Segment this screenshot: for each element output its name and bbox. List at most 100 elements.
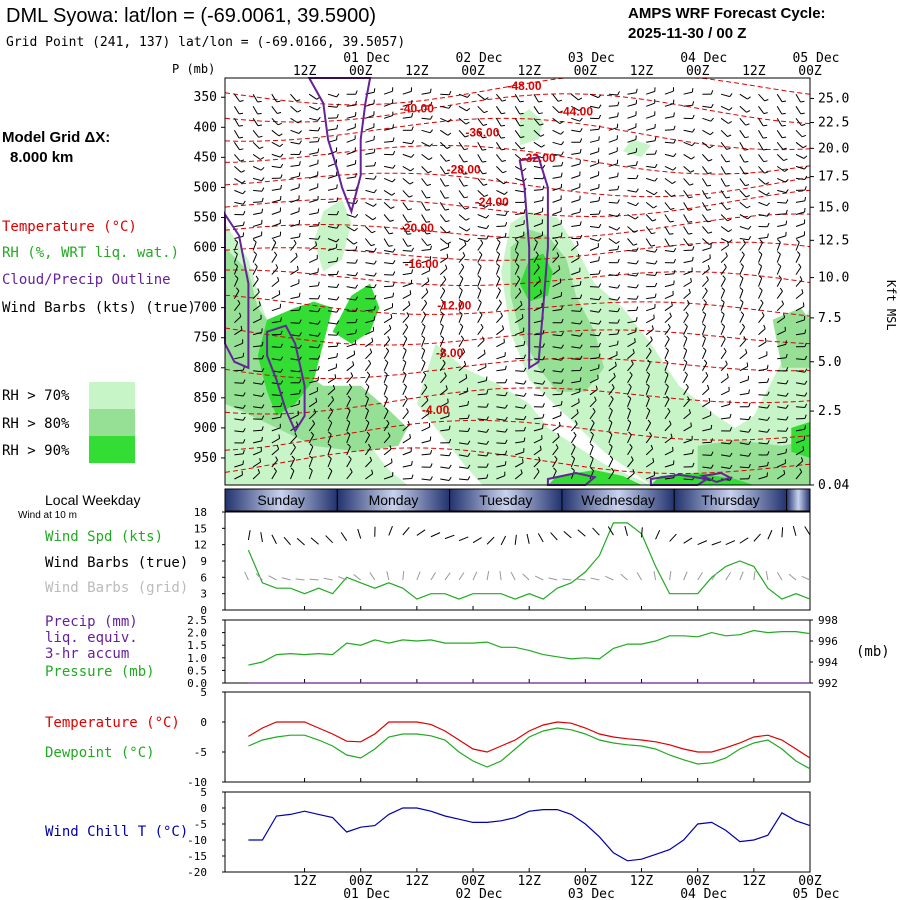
- wind-barb: [664, 165, 677, 171]
- wind-barb: [458, 117, 470, 125]
- wind-barb-staff: [589, 273, 600, 276]
- wind-barb-staff: [758, 130, 764, 139]
- wind-barb-flag: [277, 276, 280, 282]
- wind-barb-flag: [654, 248, 658, 253]
- wind-barb-staff: [496, 355, 506, 360]
- wind-barb-staff: [383, 102, 393, 107]
- wind-barb: [402, 335, 408, 347]
- wind-barb-staff: [533, 254, 539, 263]
- wind-barb: [758, 93, 769, 102]
- wind-barb: [608, 455, 614, 468]
- wind-barb: [252, 129, 263, 138]
- wind-barb-staff: [627, 434, 632, 444]
- wind-barb-staff: [571, 284, 581, 288]
- wind-barb-grid: [458, 572, 465, 581]
- wind-barb: [327, 238, 340, 243]
- wind-barb-flag: [317, 221, 320, 226]
- wind-barb-staff: [589, 322, 599, 325]
- wind-barb-flag: [234, 239, 239, 243]
- wind-barb: [608, 443, 613, 456]
- wind-barb: [608, 340, 619, 348]
- wind-barb-staff: [402, 103, 412, 107]
- wind-barb-flag: [608, 419, 613, 423]
- wind-barb: [458, 105, 471, 112]
- wind-barb-staff: [683, 202, 689, 211]
- wind-barb-flag: [703, 359, 708, 364]
- wind-barb: [627, 295, 639, 300]
- day-label: Tuesday: [479, 492, 532, 508]
- wind-barb: [440, 451, 452, 457]
- wind-barb-staff: [608, 150, 618, 155]
- wind-barb-flag: [368, 359, 372, 364]
- wind-barb: [702, 451, 714, 456]
- wind-barb: [365, 326, 375, 336]
- wind-barb-staff: [701, 338, 706, 347]
- wind-barb-staff: [589, 310, 599, 313]
- wind-barb: [253, 368, 265, 373]
- wind-barb-flag: [708, 159, 713, 162]
- wind-barb: [458, 190, 469, 199]
- wind-barb: [720, 105, 733, 111]
- wind-barb-flag: [482, 123, 488, 126]
- wind-barb-flag: [444, 197, 449, 199]
- wind-barb-staff: [458, 117, 467, 125]
- wind-barb: [421, 299, 428, 311]
- wind-barb-staff: [290, 129, 300, 134]
- height-tick-label: 25.0: [818, 91, 849, 106]
- wind-barb-flag: [385, 407, 389, 412]
- wind-barb: [702, 117, 714, 122]
- wind-barb-staff: [795, 234, 805, 239]
- wind-barb: [645, 407, 651, 420]
- isotherm-label: -40.00: [400, 101, 434, 115]
- wind-barb-flag: [561, 161, 564, 166]
- y-tick-label: -20: [187, 866, 207, 879]
- wind-barb-flag: [410, 153, 415, 158]
- wind-barb-staff: [421, 453, 431, 456]
- wind-barb-flag: [745, 123, 750, 126]
- wind-barb-flag: [484, 194, 489, 198]
- isotherm-line: [224, 447, 811, 474]
- wind-barb-flag: [708, 397, 711, 403]
- wind-barb: [776, 313, 786, 324]
- wind-barb-staff: [365, 226, 373, 234]
- wind-barb-flag: [650, 244, 655, 247]
- wind-barb-flag: [523, 415, 527, 420]
- wind-barb: [421, 256, 432, 264]
- wind-barb-flag: [261, 380, 265, 385]
- wind-barb: [645, 238, 655, 247]
- wind-barb: [458, 299, 463, 311]
- wind-barb: [402, 165, 415, 172]
- wind-barb-staff: [645, 214, 653, 222]
- wind-barb-staff: [608, 422, 613, 432]
- wind-barb-flag: [298, 332, 302, 337]
- wind-barb: [477, 403, 489, 408]
- wind-barb-staff: [683, 314, 689, 323]
- wind-barb-flag: [280, 317, 282, 322]
- wind-barb-staff: [290, 198, 300, 203]
- wind-barb-flag: [464, 240, 467, 245]
- wind-barb-staff: [458, 244, 467, 251]
- wind-barb-flag: [261, 415, 265, 420]
- wind-barb: [571, 377, 582, 384]
- wind-barb-flag: [392, 260, 396, 265]
- wind-barb-staff: [720, 302, 725, 311]
- wind-barb-staff: [683, 226, 689, 235]
- wind-barb: [645, 226, 656, 235]
- wind-barb-staff: [702, 141, 710, 149]
- wind-barb: [309, 208, 320, 215]
- wind-barb-staff: [739, 238, 749, 241]
- wind-barb: [271, 380, 284, 385]
- wind-barb: [589, 342, 601, 348]
- wind-barb-flag: [666, 395, 670, 400]
- wind-barb: [439, 166, 450, 175]
- wind-barb-staff: [365, 126, 375, 131]
- wind-barb-flag: [483, 183, 488, 186]
- wind-barb: [327, 320, 340, 325]
- wind-barb: [327, 363, 337, 372]
- wind-barb: [421, 396, 429, 408]
- wind-barb: [739, 336, 747, 348]
- wind-barb-flag: [373, 247, 377, 252]
- pressure-tick-label: 750: [194, 331, 217, 346]
- wind-barb-staff: [271, 471, 277, 480]
